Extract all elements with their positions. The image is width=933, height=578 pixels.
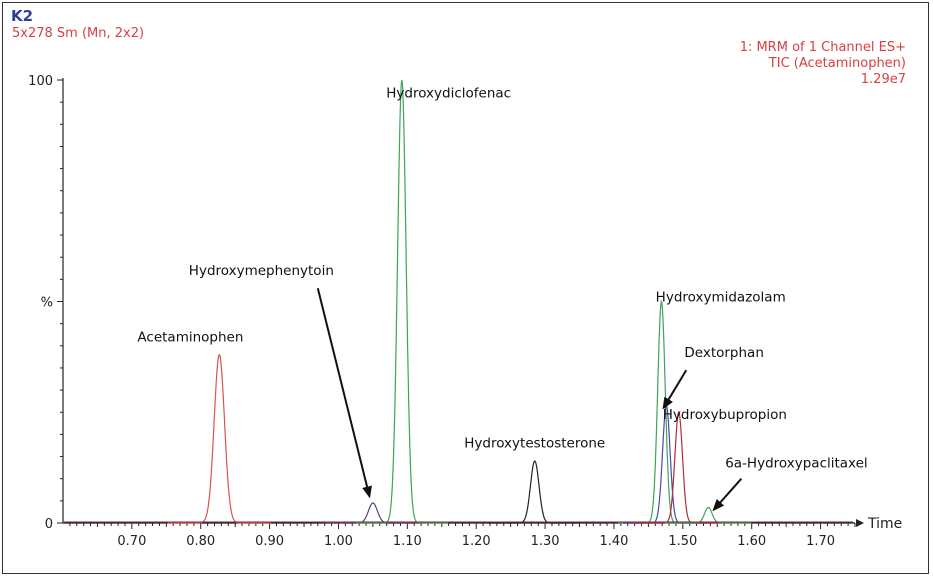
y-tick-label: 100 [28,74,53,89]
annotation-arrow [712,478,743,512]
annotation-arrow [316,287,372,499]
peak-label: Hydroxymephenytoin [189,263,334,279]
x-tick-label: 1.10 [393,534,422,549]
peak-label: 6a-Hydroxypaclitaxel [725,456,867,472]
peak-trace [664,506,752,524]
y-axis-label: % [41,296,53,311]
peak-label: Dextorphan [684,345,764,361]
x-axis-arrow [856,519,864,527]
x-tick-label: 1.30 [531,534,560,549]
peak-trace [355,80,449,524]
channel-label: 1: MRM of 1 Channel ES+ [739,40,906,55]
x-tick-label: 1.40 [599,534,628,549]
chromatogram-chart: 0.70 0.80 0.90 1.00 1.10 1.20 1.30 1.40 1.50 1.60… [28,74,902,549]
sample-id: K2 [11,7,34,25]
channel-info: 1: MRM of 1 Channel ES+ TIC (Acetaminoph… [740,40,906,88]
peak-label: Hydroxymidazolam [656,290,786,306]
peak-label: Hydroxybupropion [663,407,787,423]
x-tick-label: 0.90 [255,534,284,549]
x-axis-label: Time [867,516,902,532]
x-tick-label: 0.80 [186,534,215,549]
x-tick-label: 1.60 [737,534,766,549]
x-tick-label: 1.50 [668,534,697,549]
x-tick-label: 0.70 [117,534,146,549]
peak-label: Acetaminophen [137,329,243,345]
peak-label: Hydroxytestosterone [464,436,605,452]
trace-label: TIC (Acetaminophen) [768,56,906,71]
peak-trace [488,460,581,524]
peak-trace [635,411,723,524]
intensity-label: 1.29e7 [860,72,906,87]
annotation-arrow [662,369,688,410]
x-tick-label: 1.20 [462,534,491,549]
x-tick-label: 1.70 [806,534,835,549]
smoothing-info: 5x278 Sm (Mn, 2x2) [12,26,145,41]
peak-trace [167,353,271,524]
peak-trace [325,502,421,524]
y-tick-label: 0 [45,517,53,532]
x-tick-label: 1.00 [324,534,353,549]
peak-label: Hydroxydiclofenac [386,86,511,102]
